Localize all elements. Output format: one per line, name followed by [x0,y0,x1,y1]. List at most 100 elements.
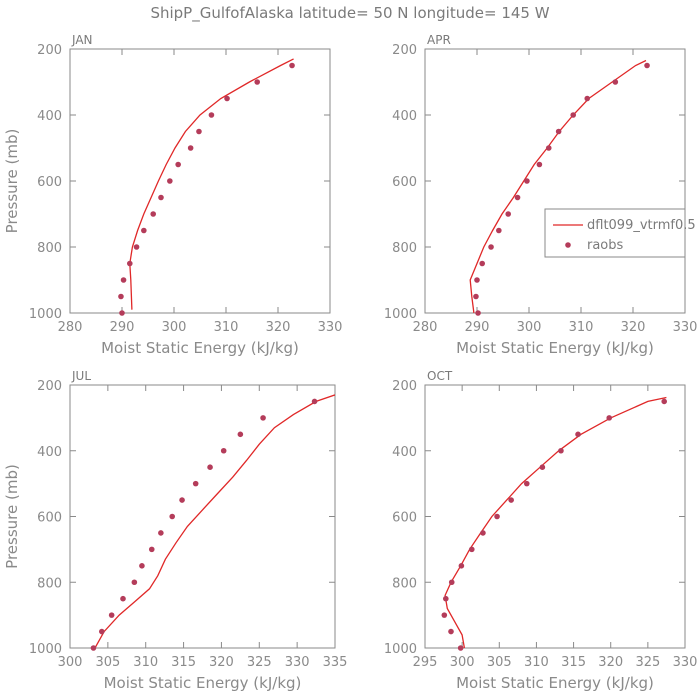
panel-jul: 300 305 310 315 320 325 330 335 200 400 600 800 1000… [3,369,347,692]
raobs-point [120,277,127,283]
raobs-point [254,79,260,85]
x-tick-label: 315 [561,655,586,670]
raobs-point [108,612,115,618]
y-tick-label: 600 [392,175,417,190]
raobs-point [441,612,448,618]
x-tick-label: 320 [598,655,623,670]
raobs-point [555,128,562,135]
raobs-point [494,513,500,520]
raobs-point [612,79,619,85]
x-tick-label: 280 [413,320,438,335]
raobs-point [99,628,105,635]
y-tick-label: 800 [37,576,62,591]
x-tick-label: 305 [487,655,512,670]
y-axis-label: Pressure (mb) [3,464,21,569]
x-tick-label: 300 [450,655,475,670]
y-tick-label: 800 [392,241,417,256]
raobs-point [545,145,552,151]
raobs-point [127,260,133,267]
x-tick-label: 315 [171,655,196,670]
raobs-point [575,431,581,438]
raobs-point [505,211,512,217]
x-tick-label: 295 [413,655,438,670]
raobs-point [208,112,215,118]
y-tick-label: 600 [37,175,62,190]
raobs-point [224,95,230,102]
raobs-point [187,145,194,151]
raobs-point [150,211,156,217]
y-tick-label: 200 [37,379,62,394]
x-axis-label: Moist Static Energy (kJ/kg) [104,674,302,692]
x-tick-label: 300 [162,320,187,335]
plot-frame [424,48,686,314]
raobs-point [133,244,140,250]
raobs-point [169,513,176,520]
legend-obs-swatch [565,242,571,248]
raobs-point [289,62,295,69]
x-tick-label: 310 [524,655,549,670]
x-tick-label: 300 [517,320,542,335]
panel-label: JAN [71,33,93,47]
raobs-point [644,62,650,69]
raobs-point [175,161,181,168]
raobs-point [479,260,486,267]
raobs-point [120,595,126,602]
x-tick-label: 280 [58,320,83,335]
raobs-point [524,178,530,184]
model-line [129,58,294,310]
x-tick-label: 310 [133,655,158,670]
raobs-point [536,161,543,168]
raobs-point [158,194,164,201]
raobs-point [570,112,576,118]
y-tick-label: 800 [392,576,417,591]
raobs-point [475,310,481,316]
model-line [94,394,335,648]
panels: 280 290 300 310 320 330 200 400 600 800 1000 JAN Moi… [3,33,697,692]
raobs-point [539,464,546,470]
model-line [444,396,667,648]
x-tick-label: 290 [465,320,490,335]
raobs-point [606,415,613,421]
x-tick-label: 325 [635,655,660,670]
raobs-point [488,244,494,250]
x-tick-label: 320 [209,655,234,670]
y-tick-label: 200 [392,43,417,58]
raobs-point [207,464,213,470]
raobs-point [148,546,155,553]
x-tick-label: 320 [621,320,646,335]
raobs-point [90,645,97,651]
x-tick-label: 330 [673,655,698,670]
raobs-point [141,227,147,234]
x-tick-label: 325 [247,655,272,670]
raobs-point [237,431,244,438]
raobs-point [523,480,530,487]
raobs-point [196,128,202,135]
panel-jan: 280 290 300 310 320 330 200 400 600 800 1000 JAN Moi… [3,33,342,357]
x-tick-label: 330 [318,320,343,335]
x-tick-label: 290 [110,320,135,335]
raobs-point [220,447,227,454]
raobs-point [474,277,480,283]
raobs-point [661,398,667,405]
y-tick-label: 400 [392,445,417,460]
x-tick-label: 310 [214,320,239,335]
x-tick-label: 320 [266,320,291,335]
raobs-point [458,563,465,569]
y-tick-label: 200 [37,43,62,58]
panel-label: APR [427,33,451,47]
y-tick-label: 400 [392,109,417,124]
panel-label: OCT [427,369,453,383]
y-tick-label: 1000 [29,642,62,657]
raobs-point [311,398,318,405]
plot-frame [69,384,336,649]
y-tick-label: 1000 [384,642,417,657]
legend-model-label: dflt099_vtrmf0.5 [587,218,696,233]
raobs-point [584,95,591,102]
y-axis-label: Pressure (mb) [3,129,21,234]
raobs-point [473,293,479,300]
raobs-point [167,178,173,184]
plot-frame [424,384,686,649]
x-tick-label: 335 [323,655,348,670]
raobs-point [448,628,454,635]
legend-obs-label: raobs [587,238,624,253]
